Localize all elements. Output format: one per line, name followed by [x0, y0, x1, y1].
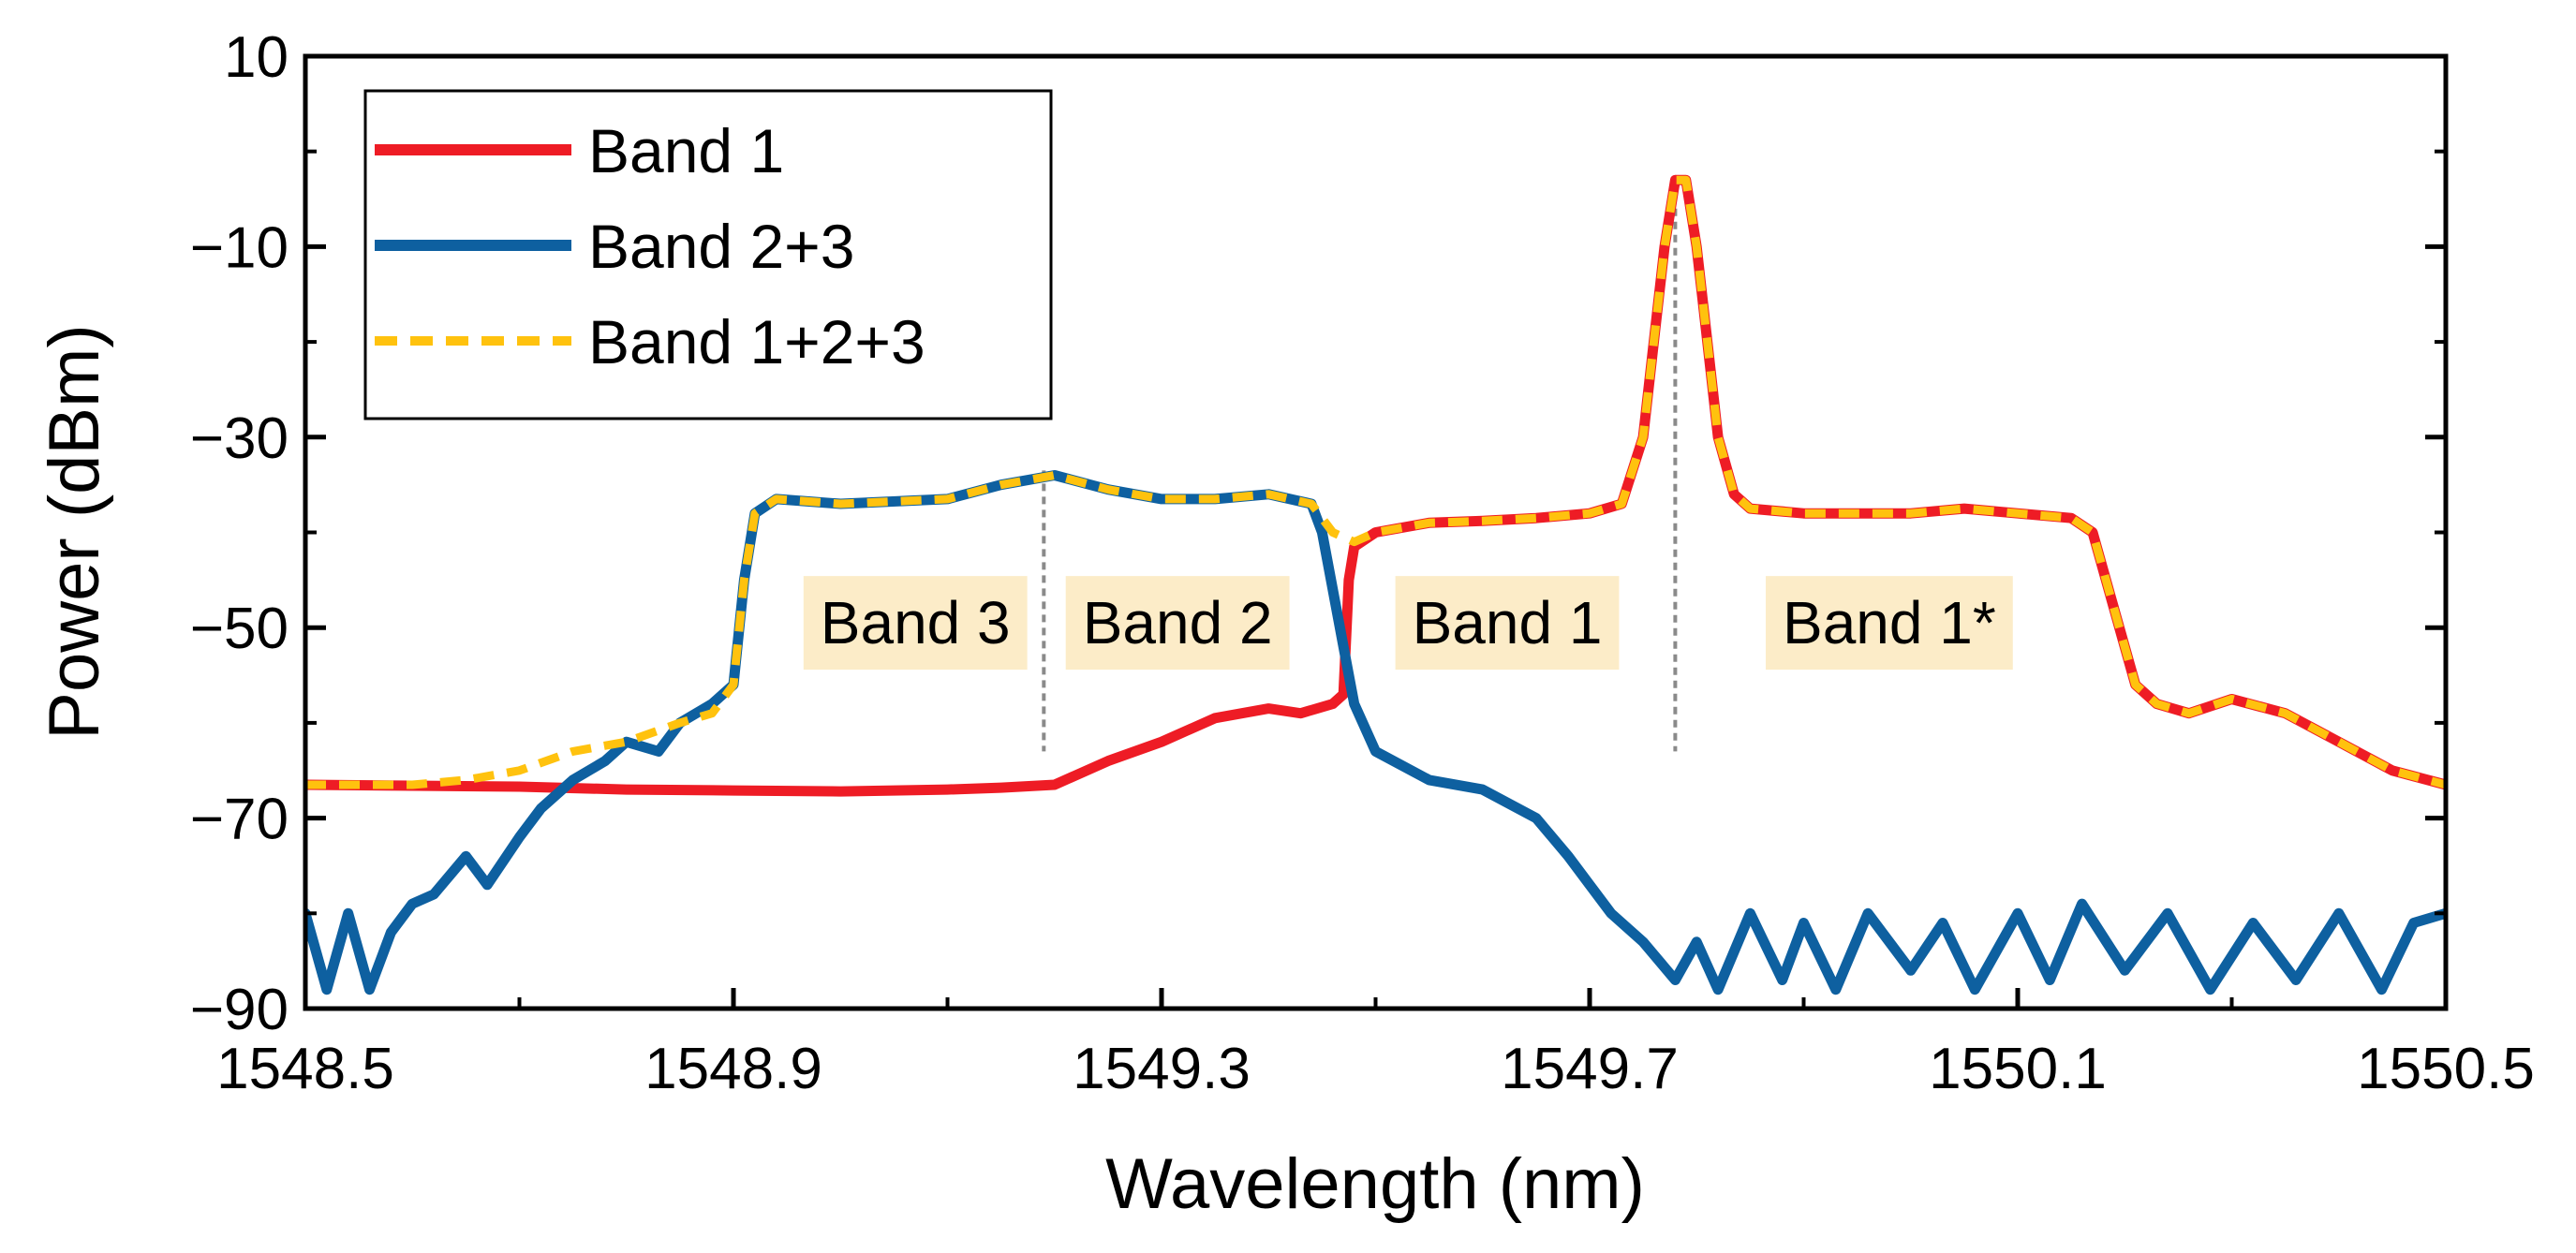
band-label-box — [1766, 576, 2013, 671]
y-tick-label: −50 — [190, 597, 289, 661]
series-line-band-1-2-3 — [305, 175, 2446, 789]
band-label-box — [1395, 576, 1620, 671]
band-labels: Band 3 Band 2 Band 1 Band 1* — [803, 576, 2013, 671]
legend-label: Band 2+3 — [588, 212, 854, 281]
x-tick-label: 1550.1 — [1929, 1037, 2107, 1101]
legend: Band 1 Band 2+3 Band 1+2+3 — [363, 89, 1053, 420]
x-tick-label: 1548.5 — [216, 1037, 394, 1101]
y-tick-label: −70 — [190, 788, 289, 852]
y-axis-title: Power (dBm) — [35, 324, 114, 739]
band-label: Band 3 — [821, 589, 1011, 656]
x-tick-label: 1549.7 — [1501, 1037, 1679, 1101]
x-tick-label: 1549.3 — [1073, 1037, 1251, 1101]
band-label: Band 2 — [1083, 589, 1273, 656]
divider-lines — [1042, 208, 1678, 752]
band-label-box — [803, 576, 1028, 671]
y-tick-label: −30 — [190, 406, 289, 471]
legend-label: Band 1 — [588, 116, 784, 185]
x-tick-label: 1550.5 — [2357, 1037, 2535, 1101]
series-lines — [305, 174, 2446, 995]
x-axis-title: Wavelength (nm) — [1105, 1144, 1645, 1224]
band-label: Band 1 — [1413, 589, 1603, 656]
axis-ticks: 1548.5 1548.9 1549.3 1549.7 1550.1 1550.5 10 −1… — [190, 25, 2535, 1101]
x-tick-label: 1548.9 — [644, 1037, 822, 1101]
y-tick-label: 10 — [224, 25, 289, 90]
y-tick-label: −10 — [190, 215, 289, 280]
legend-label: Band 1+2+3 — [588, 307, 925, 376]
band-label-box — [1065, 576, 1290, 671]
series-line-band-2-3 — [305, 470, 2446, 995]
band-label: Band 1* — [1783, 589, 1996, 656]
y-tick-label: −90 — [190, 978, 289, 1042]
